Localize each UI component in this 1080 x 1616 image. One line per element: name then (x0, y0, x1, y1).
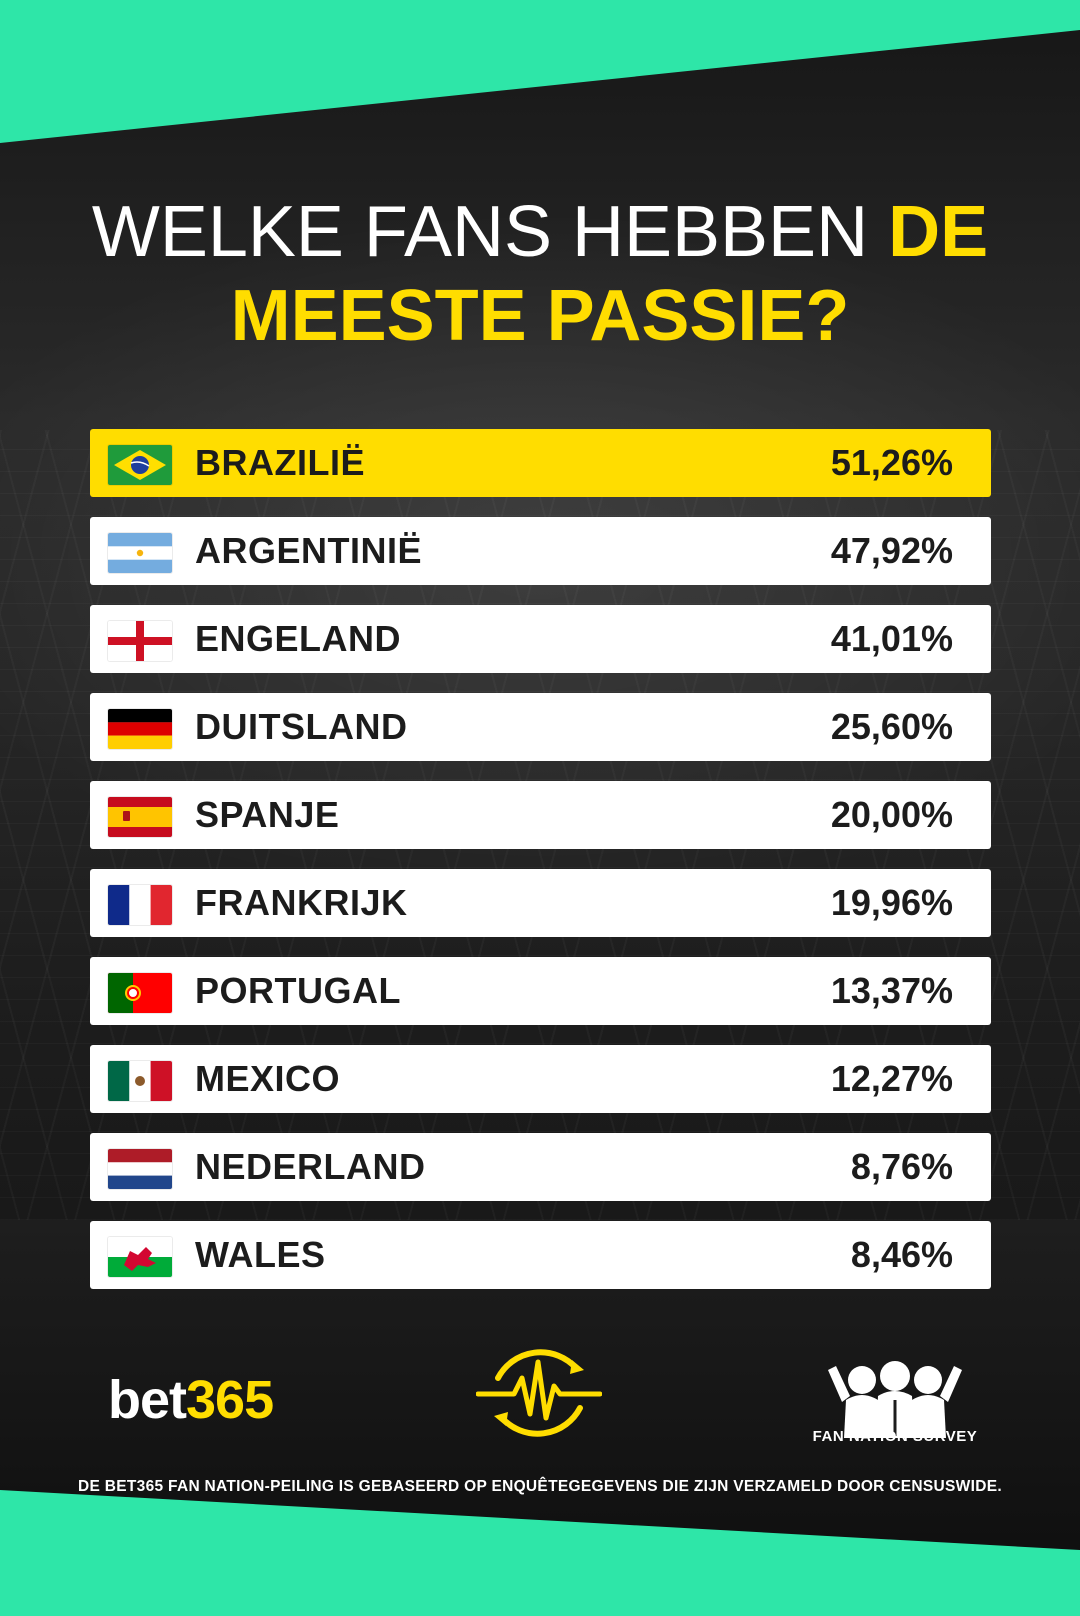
bet365-logo: bet365 (108, 1370, 274, 1430)
mexico-flag-icon (108, 1061, 172, 1101)
table-row: PORTUGAL 13,37% (90, 957, 991, 1025)
argentina-flag-icon (108, 533, 172, 573)
wales-flag-icon (108, 1237, 172, 1277)
percentage-value: 8,46% (850, 1234, 953, 1275)
country-label: ENGELAND (195, 618, 402, 659)
logo-text-bet: bet (108, 1370, 187, 1430)
table-row: BRAZILIË 51,26% (90, 429, 991, 497)
netherlands-flag-icon (108, 1149, 172, 1189)
title-white-part: WELKE FANS HEBBEN (91, 192, 869, 272)
brazil-flag-icon (108, 445, 172, 485)
percentage-value: 47,92% (830, 530, 953, 571)
page-title: WELKE FANS HEBBEN DE MEESTE PASSIE? (0, 190, 1080, 358)
country-label: PORTUGAL (195, 970, 401, 1011)
percentage-value: 20,00% (830, 794, 953, 835)
heartbeat-icon (476, 1349, 602, 1437)
france-flag-icon (108, 885, 172, 925)
top-accent-band (0, 0, 1080, 143)
table-row: WALES 8,46% (90, 1221, 991, 1289)
country-label: MEXICO (195, 1058, 341, 1099)
country-label: FRANKRIJK (195, 882, 408, 923)
percentage-value: 51,26% (830, 442, 953, 483)
percentage-value: 13,37% (830, 970, 953, 1011)
table-row: ENGELAND 41,01% (90, 605, 991, 673)
fans-group-icon (828, 1361, 962, 1438)
table-row: FRANKRIJK 19,96% (90, 869, 991, 937)
table-row: DUITSLAND 25,60% (90, 693, 991, 761)
country-label: SPANJE (195, 794, 340, 835)
percentage-value: 25,60% (830, 706, 953, 747)
survey-label: FAN NATION SURVEY (812, 1428, 978, 1445)
spain-flag-icon (108, 797, 172, 837)
table-row: ARGENTINIË 47,92% (90, 517, 991, 585)
england-flag-icon (108, 621, 172, 661)
country-label: ARGENTINIË (195, 530, 423, 571)
logo-text-365: 365 (186, 1370, 274, 1430)
table-row: MEXICO 12,27% (90, 1045, 991, 1113)
percentage-value: 12,27% (830, 1058, 953, 1099)
country-label: WALES (195, 1234, 326, 1275)
title-yellow-part: DE (888, 192, 989, 272)
country-label: BRAZILIË (195, 442, 365, 483)
ranking-table: BRAZILIË 51,26% ARGENTINIË 47,92% ENGELAND 41… (90, 429, 991, 1309)
country-label: DUITSLAND (195, 706, 408, 747)
percentage-value: 41,01% (830, 618, 953, 659)
country-label: NEDERLAND (195, 1146, 426, 1187)
disclaimer-text: DE BET365 FAN NATION-PEILING IS GEBASEER… (78, 1478, 1002, 1495)
germany-flag-icon (108, 709, 172, 749)
portugal-flag-icon (108, 973, 172, 1013)
title-line-2: MEESTE PASSIE? (230, 276, 850, 356)
table-row: SPANJE 20,00% (90, 781, 991, 849)
percentage-value: 8,76% (850, 1146, 953, 1187)
table-row: NEDERLAND 8,76% (90, 1133, 991, 1201)
percentage-value: 19,96% (830, 882, 953, 923)
